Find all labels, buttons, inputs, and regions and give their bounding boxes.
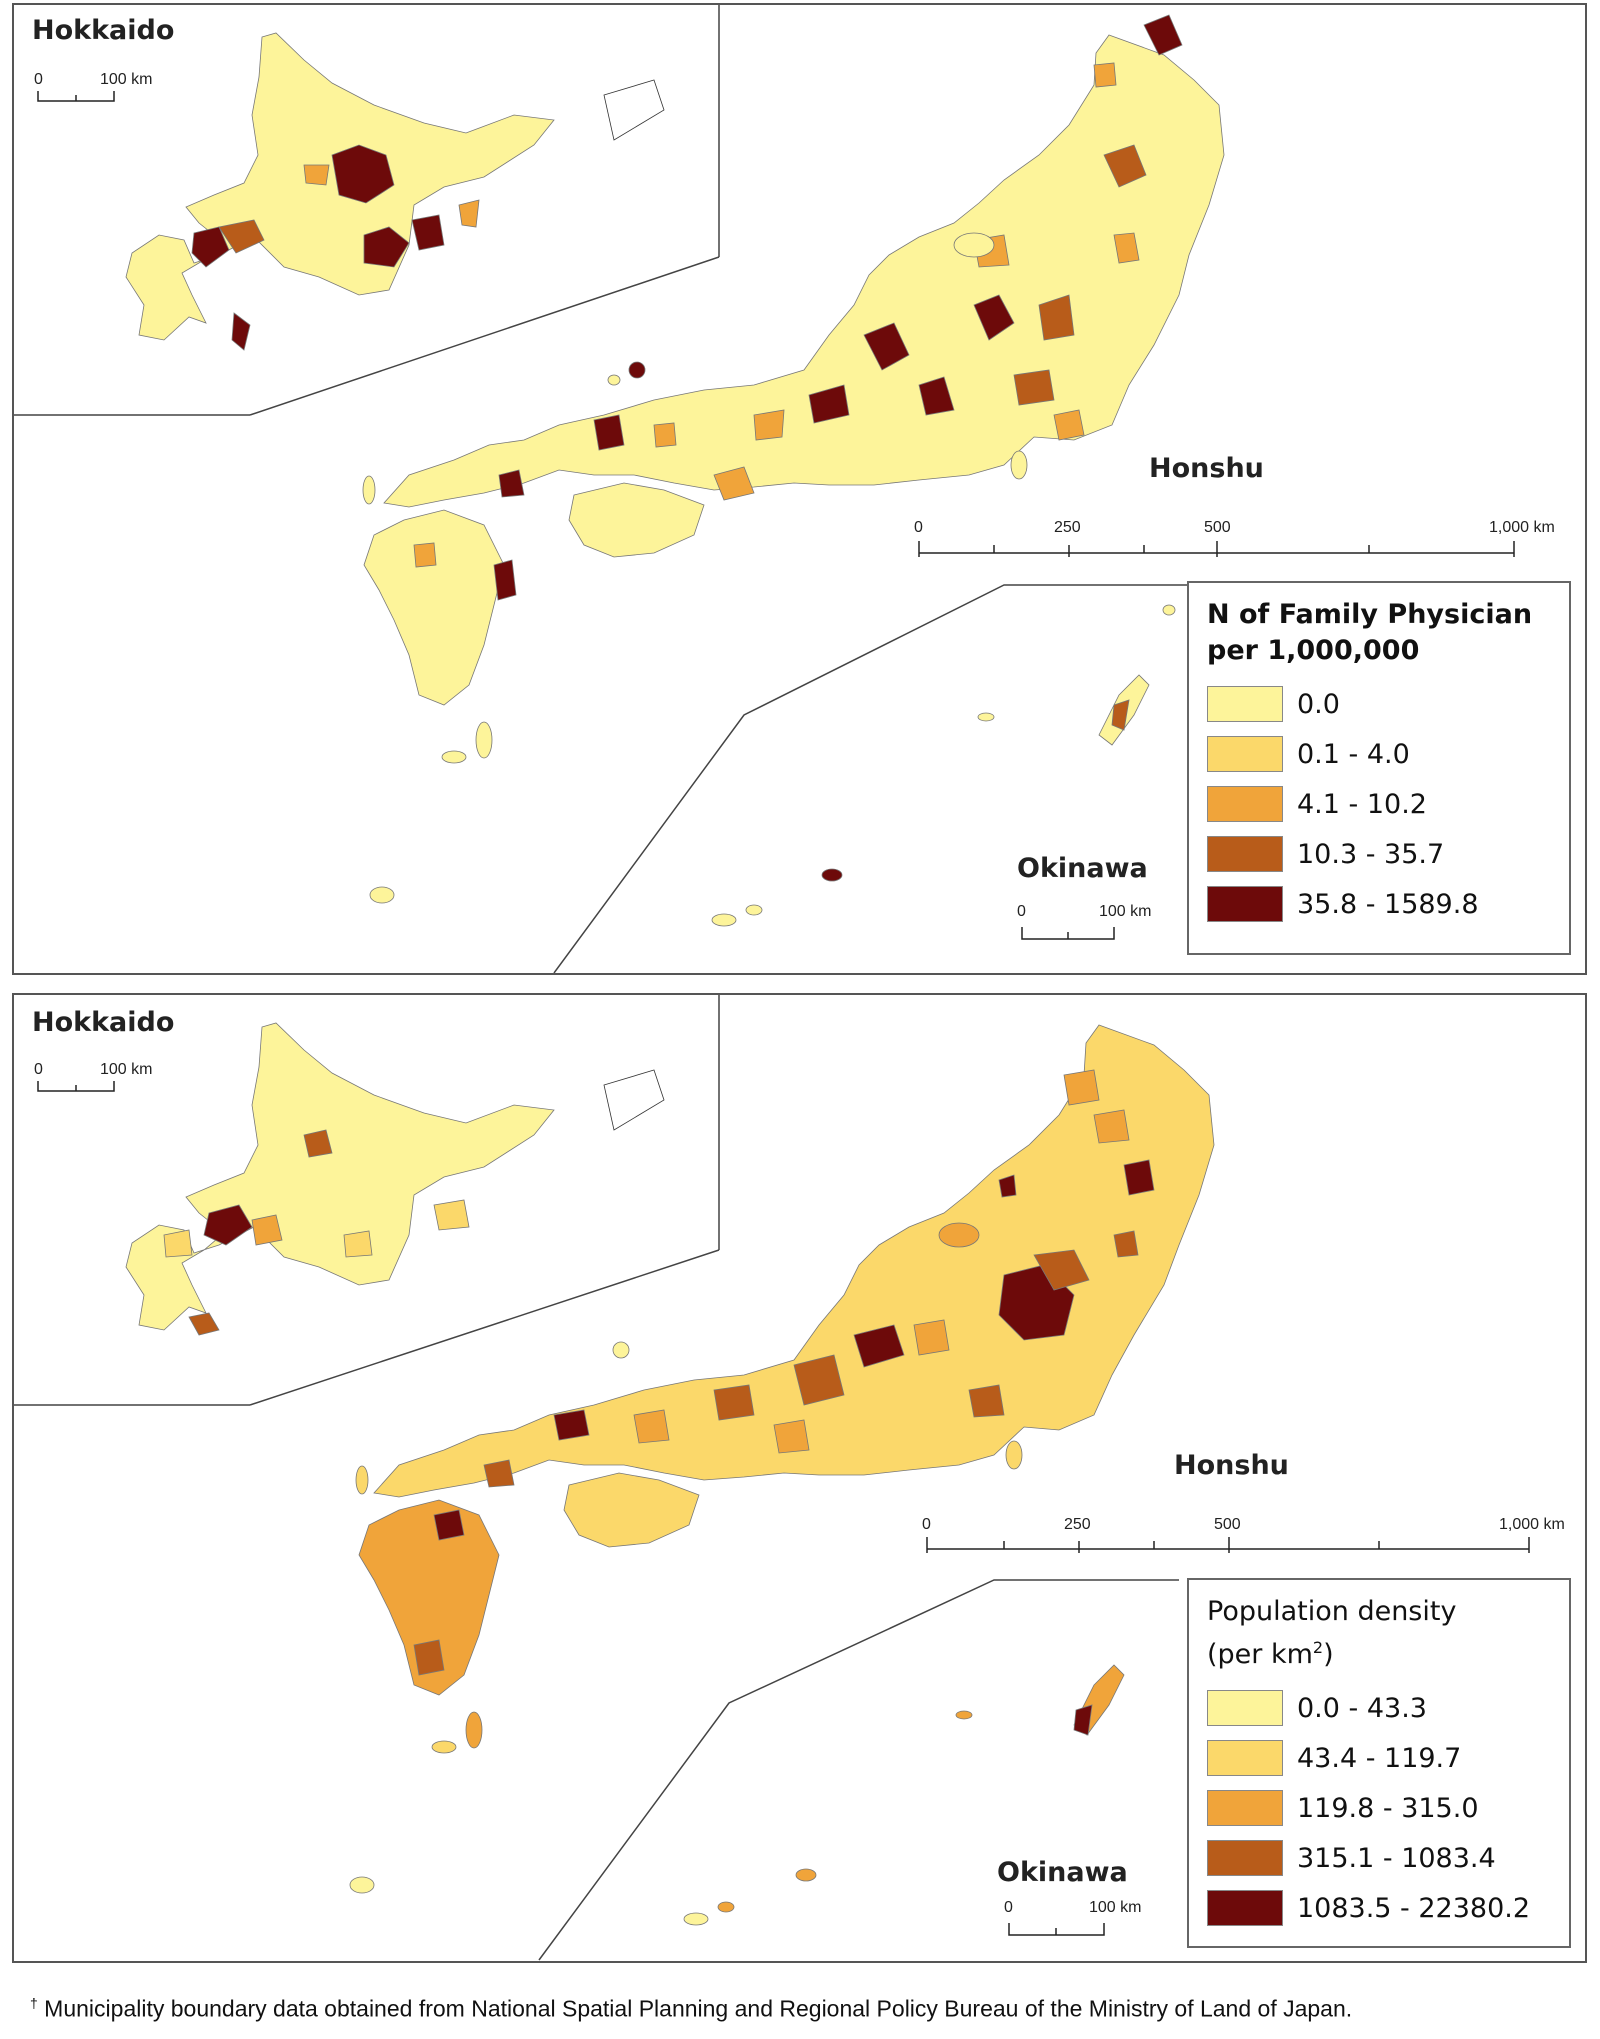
legend-title-line2: (per km2) — [1207, 1638, 1334, 1670]
legend-item: 315.1 - 1083.4 — [1207, 1833, 1553, 1883]
footnote-text: Municipality boundary data obtained from… — [37, 1995, 1353, 2022]
japan-islands — [349, 1222, 1023, 1894]
hokkaido-label: Hokkaido — [32, 15, 175, 46]
legend-item-label: 0.0 — [1297, 688, 1340, 720]
population-density-map-panel: 0 100 km 0 250 500 1,000 km 0 100 km Hok… — [12, 993, 1587, 1963]
footnote-mark: † — [30, 1995, 38, 2011]
okinawa-frame-line — [538, 1579, 1179, 1961]
population-density-legend: Population density (per km2) 0.0 - 43.3 … — [1187, 1578, 1571, 1948]
legend-title-line1: Population density — [1207, 1596, 1457, 1627]
okinawa-scale-zero: 0 — [1004, 1899, 1013, 1916]
japan-islands — [362, 232, 1176, 904]
footnote: † Municipality boundary data obtained fr… — [30, 1995, 1352, 2023]
hokkaido-scale-bar: 0 100 km — [34, 71, 152, 102]
okinawa-map — [711, 674, 1150, 927]
honshu-scale-t0: 0 — [914, 519, 923, 536]
legend-swatch — [1207, 886, 1283, 922]
legend-item-label: 43.4 - 119.7 — [1297, 1742, 1462, 1774]
honshu-scale-t2: 500 — [1204, 519, 1231, 536]
okinawa-label: Okinawa — [997, 1857, 1128, 1888]
honshu-scale-bar: 0 250 500 1,000 km — [922, 1516, 1565, 1553]
legend-swatch — [1207, 736, 1283, 772]
hokkaido-inset-map — [125, 1022, 665, 1336]
honshu-scale-t3: 1,000 km — [1489, 519, 1555, 536]
legend-item: 43.4 - 119.7 — [1207, 1733, 1553, 1783]
honshu-scale-t1: 250 — [1064, 1516, 1091, 1533]
legend-item: 1083.5 - 22380.2 — [1207, 1883, 1553, 1933]
population-density-map: 0 100 km 0 250 500 1,000 km 0 100 km — [14, 995, 1565, 1961]
legend-item-label: 10.3 - 35.7 — [1297, 838, 1445, 870]
legend-item-label: 315.1 - 1083.4 — [1297, 1842, 1496, 1874]
honshu-scale-bar: 0 250 500 1,000 km — [914, 519, 1555, 557]
hokkaido-scale-end: 100 km — [100, 1061, 152, 1078]
honshu-scale-t0: 0 — [922, 1516, 931, 1533]
legend-item-label: 0.1 - 4.0 — [1297, 738, 1410, 770]
family-physician-legend: N of Family Physician per 1,000,000 0.0 … — [1187, 581, 1571, 955]
legend-item: 4.1 - 10.2 — [1207, 779, 1553, 829]
okinawa-scale-bar: 0 100 km — [1004, 1899, 1141, 1936]
honshu-scale-t2: 500 — [1214, 1516, 1241, 1533]
honshu-scale-t1: 250 — [1054, 519, 1081, 536]
honshu-label: Honshu — [1174, 1450, 1289, 1481]
okinawa-scale-bar: 0 100 km — [1017, 903, 1151, 940]
legend-item-label: 119.8 - 315.0 — [1297, 1792, 1479, 1824]
okinawa-scale-zero: 0 — [1017, 903, 1026, 920]
legend-item: 0.0 — [1207, 679, 1553, 729]
legend-swatch — [1207, 786, 1283, 822]
japan-main-map — [358, 1024, 1215, 1696]
legend-swatch — [1207, 1840, 1283, 1876]
legend-item: 35.8 - 1589.8 — [1207, 879, 1553, 929]
honshu-scale-t3: 1,000 km — [1499, 1516, 1565, 1533]
hokkaido-scale-end: 100 km — [100, 71, 152, 88]
okinawa-scale-end: 100 km — [1089, 1899, 1141, 1916]
okinawa-map — [683, 1664, 1125, 1926]
legend-swatch — [1207, 686, 1283, 722]
legend-swatch — [1207, 1690, 1283, 1726]
inset-frame-diagonal — [249, 1249, 720, 1406]
legend-item-label: 1083.5 - 22380.2 — [1297, 1892, 1531, 1924]
legend-swatch — [1207, 836, 1283, 872]
legend-swatch — [1207, 1890, 1283, 1926]
hokkaido-inset-map — [125, 32, 665, 351]
hokkaido-scale-zero: 0 — [34, 1061, 43, 1078]
legend-item: 10.3 - 35.7 — [1207, 829, 1553, 879]
legend-swatch — [1207, 1740, 1283, 1776]
family-physician-map: 0 100 km 0 250 500 1,000 km 0 100 km — [14, 5, 1555, 973]
family-physician-map-panel: 0 100 km 0 250 500 1,000 km 0 100 km Hok… — [12, 3, 1587, 975]
okinawa-scale-end: 100 km — [1099, 903, 1151, 920]
legend-item: 119.8 - 315.0 — [1207, 1783, 1553, 1833]
okinawa-label: Okinawa — [1017, 853, 1148, 884]
legend-swatch — [1207, 1790, 1283, 1826]
legend-title-line2: per 1,000,000 — [1207, 635, 1420, 666]
legend-item: 0.1 - 4.0 — [1207, 729, 1553, 779]
legend-item-label: 4.1 - 10.2 — [1297, 788, 1427, 820]
okinawa-frame-line — [553, 584, 1194, 973]
honshu-label: Honshu — [1149, 453, 1264, 484]
hokkaido-label: Hokkaido — [32, 1007, 175, 1038]
legend-item: 0.0 - 43.3 — [1207, 1683, 1553, 1733]
japan-main-map — [363, 14, 1225, 706]
hokkaido-scale-zero: 0 — [34, 71, 43, 88]
inset-frame-diagonal — [249, 256, 720, 416]
legend-item-label: 35.8 - 1589.8 — [1297, 888, 1479, 920]
hokkaido-scale-bar: 0 100 km — [34, 1061, 152, 1092]
legend-title-line1: N of Family Physician — [1207, 599, 1533, 630]
legend-item-label: 0.0 - 43.3 — [1297, 1692, 1427, 1724]
